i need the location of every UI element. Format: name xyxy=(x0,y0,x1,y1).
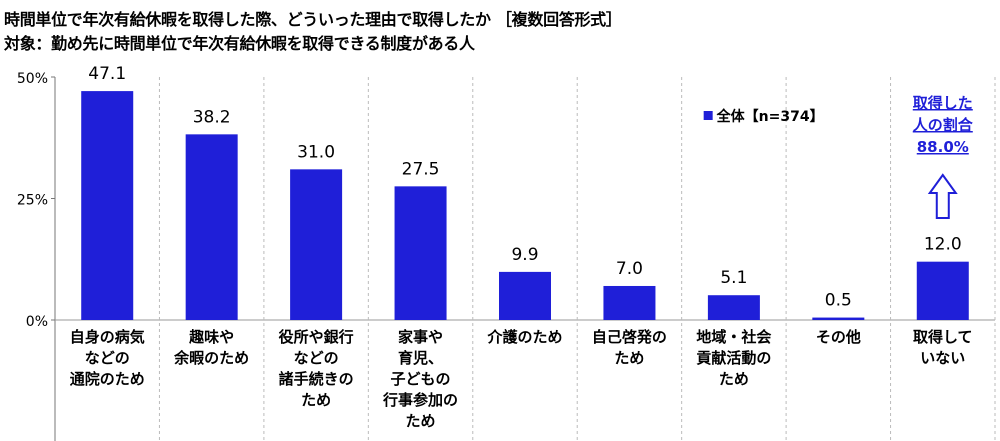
bar-value-label: 0.5 xyxy=(825,291,852,311)
category-label: いない xyxy=(920,349,965,367)
bar xyxy=(290,169,343,320)
bar xyxy=(603,285,656,320)
category-label: などの xyxy=(294,349,339,367)
bar-value-label: 38.2 xyxy=(193,107,231,127)
category-label: 役所や銀行 xyxy=(279,328,354,346)
bar-value-label: 27.5 xyxy=(402,159,440,179)
category-label: その他 xyxy=(816,328,861,346)
bar xyxy=(81,91,134,321)
bar xyxy=(812,317,865,320)
category-label: 自己啓発の xyxy=(592,328,667,346)
bar-value-label: 12.0 xyxy=(924,235,962,255)
callout-text: 人の割合 xyxy=(913,116,974,134)
up-arrow-icon xyxy=(927,173,958,219)
y-tick-label: 25% xyxy=(17,193,48,209)
category-label: 自身の病気 xyxy=(70,328,145,346)
category-label: などの xyxy=(85,349,130,367)
category-label: 育児、 xyxy=(398,349,443,367)
bar xyxy=(185,134,238,320)
legend-label: 全体【n=374】 xyxy=(716,108,824,125)
bar-value-label: 47.1 xyxy=(88,64,126,84)
category-label: 趣味や xyxy=(188,328,234,346)
bar xyxy=(707,295,760,320)
y-tick-label: 50% xyxy=(17,71,48,87)
category-label: 余暇のため xyxy=(173,349,249,367)
chart-subtitle: 対象：勤め先に時間単位で年次有給休暇を取得できる制度がある人 xyxy=(4,34,475,53)
chart-title: 時間単位で年次有給休暇を取得した際、どういった理由で取得したか ［複数回答形式］ xyxy=(4,10,622,29)
bar-value-label: 7.0 xyxy=(616,259,643,279)
category-label: 通院のため xyxy=(70,370,145,388)
category-label: 貢献活動の xyxy=(696,349,771,367)
callout-text: 88.0% xyxy=(917,138,969,156)
category-label: 取得して xyxy=(913,328,973,346)
category-label: 地域・社会 xyxy=(696,328,771,346)
category-label: ため xyxy=(301,391,331,409)
bar xyxy=(916,261,969,320)
category-label: ため xyxy=(406,412,436,430)
bar xyxy=(499,271,551,320)
category-label: 介護のため xyxy=(486,328,562,346)
category-label: 家事や xyxy=(398,328,443,346)
y-tick-label: 0% xyxy=(26,314,48,330)
bar-value-label: 5.1 xyxy=(720,268,747,288)
legend-swatch xyxy=(703,111,713,120)
category-label: 諸手続きの xyxy=(279,370,354,388)
category-label: 行事参加の xyxy=(382,391,458,409)
callout-text: 取得した xyxy=(913,94,973,112)
category-label: ため xyxy=(614,349,644,367)
bar-value-label: 9.9 xyxy=(511,245,538,265)
bar xyxy=(394,186,447,320)
category-label: 子どもの xyxy=(391,370,451,388)
category-label: ため xyxy=(719,370,749,388)
bar-value-label: 31.0 xyxy=(297,142,335,162)
